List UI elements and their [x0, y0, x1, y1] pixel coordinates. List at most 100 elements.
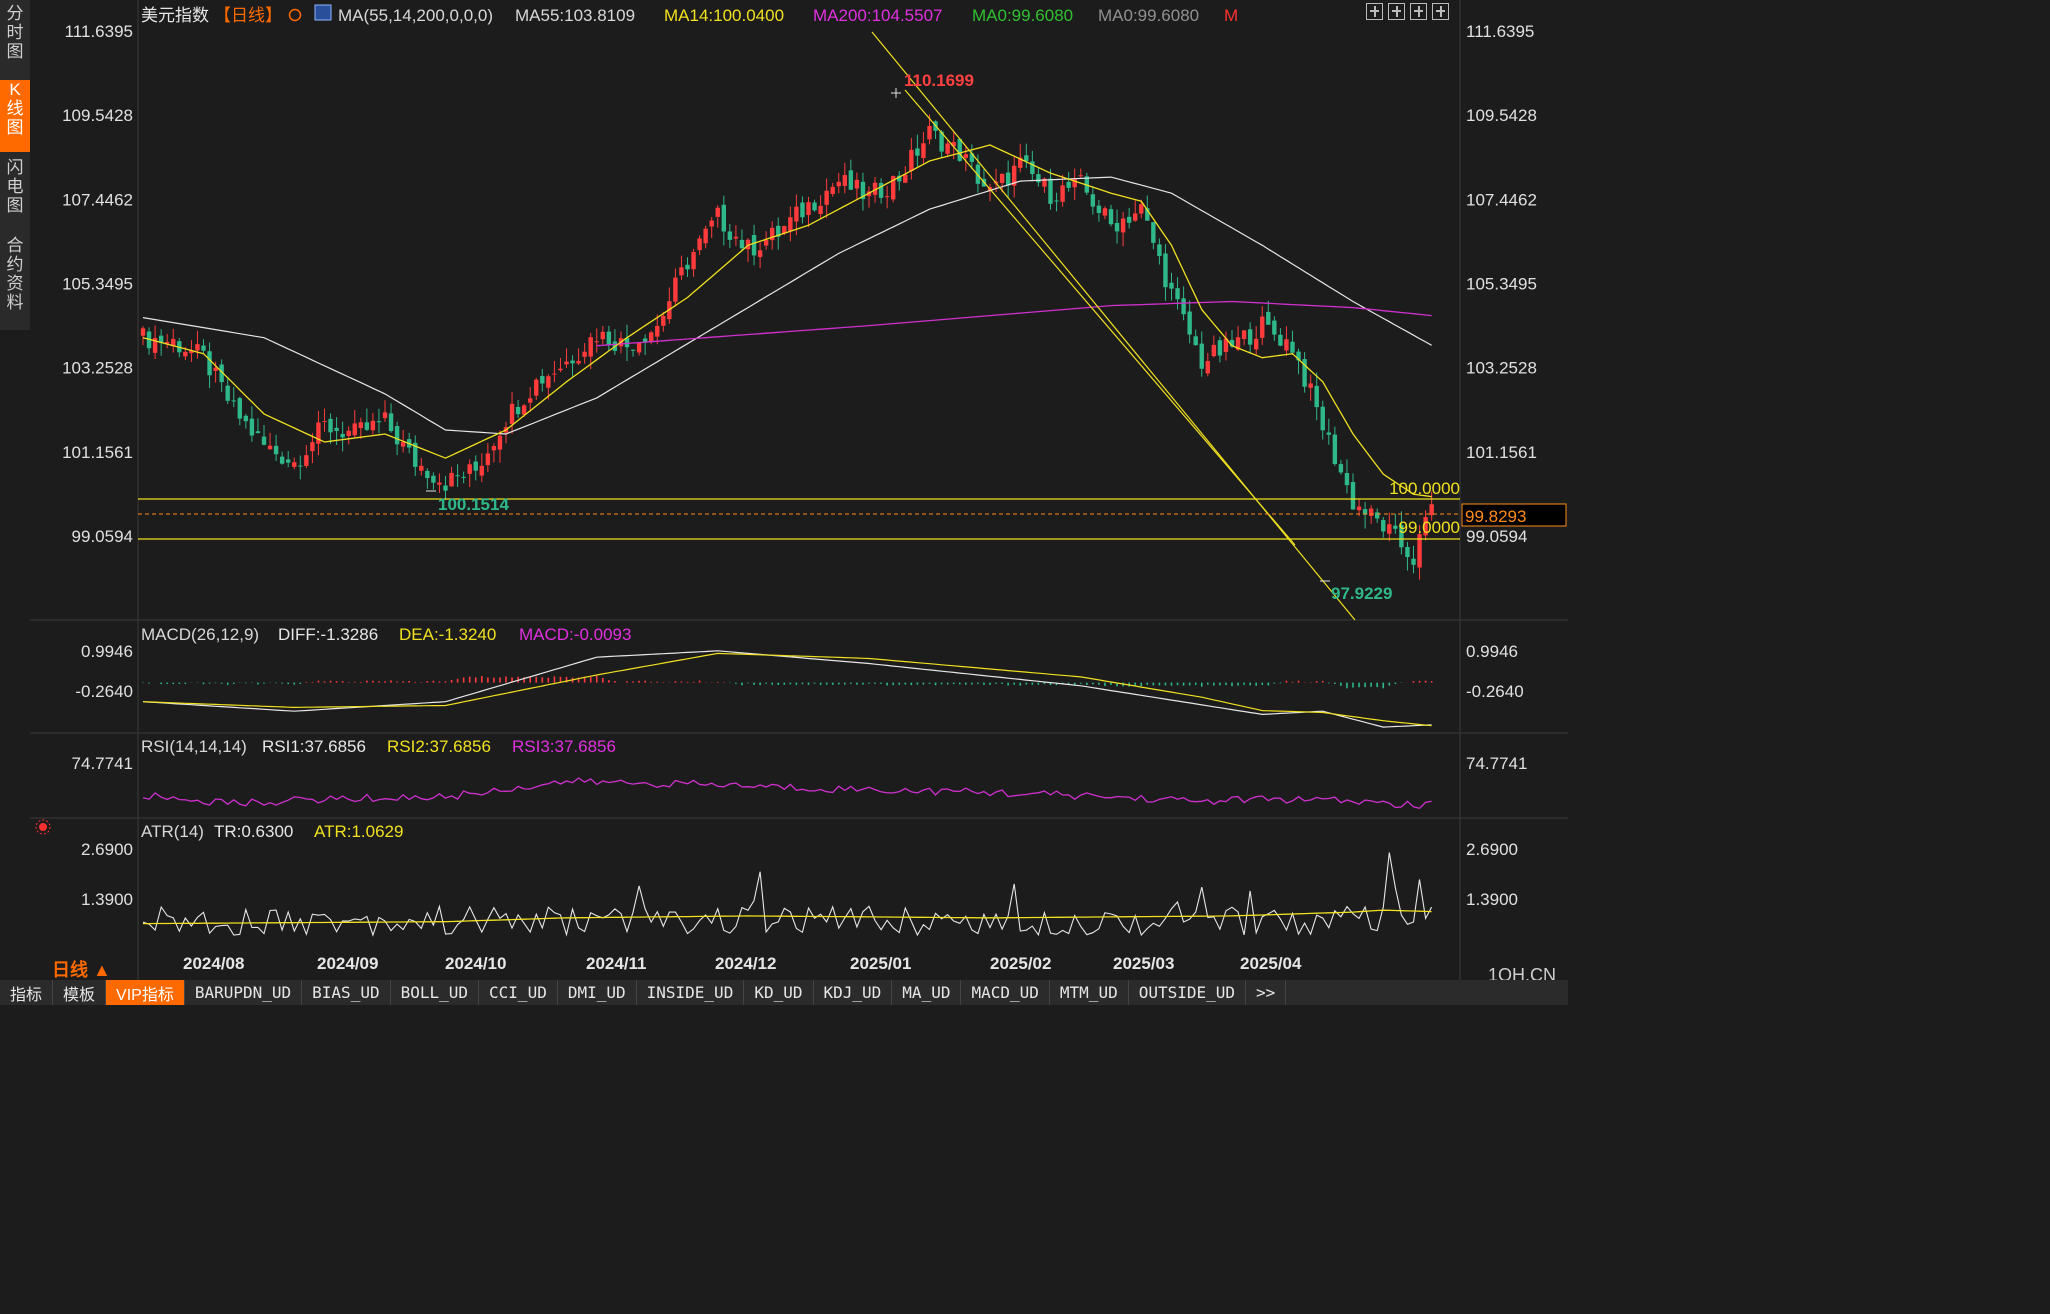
tab-kd-ud[interactable]: KD_UD [744, 980, 814, 1005]
candle [419, 458, 424, 476]
candle [757, 242, 763, 269]
candle [1368, 505, 1374, 524]
candle [534, 377, 539, 400]
tab-inside-ud[interactable]: INSIDE_UD [637, 980, 745, 1005]
candle [328, 413, 333, 444]
settings-icon[interactable] [1432, 3, 1449, 20]
candle [667, 287, 672, 324]
macd-axis: 0.9946 0.9946 -0.2640 -0.2640 [75, 642, 1523, 701]
candle [255, 418, 261, 434]
tab-macd-ud[interactable]: MACD_UD [961, 980, 1050, 1005]
macd-plot [142, 650, 1433, 728]
candle [1060, 174, 1065, 207]
period-tag[interactable]: 【日线】 [214, 6, 282, 25]
candle [515, 399, 521, 419]
candle [806, 196, 811, 228]
candle [413, 435, 418, 476]
candle [630, 349, 636, 357]
left-view-switcher: 分时图 K线图 闪电图 合约资料 [0, 0, 30, 330]
ma200-value: MA200:104.5507 [813, 6, 943, 25]
tab-kline-chart[interactable]: K线图 [0, 80, 30, 152]
candle [503, 421, 509, 444]
candle [1145, 195, 1150, 221]
candle [661, 311, 666, 332]
tab-intraday-label: 分时图 [6, 4, 24, 61]
tab-boll-ud[interactable]: BOLL_UD [391, 980, 480, 1005]
candle [243, 413, 249, 429]
candle [207, 342, 212, 389]
candle [497, 430, 503, 463]
candle [691, 248, 696, 277]
tab-intraday-chart[interactable]: 分时图 [0, 4, 30, 76]
tab-more-button[interactable]: >> [1246, 980, 1287, 1005]
candle [969, 144, 975, 170]
period-selector[interactable]: 日线 ▲ [52, 960, 111, 980]
price-tick-left: 99.0594 [72, 527, 133, 546]
ma-params: MA(55,14,200,0,0,0) [338, 6, 493, 25]
time-axis-label: 2025/03 [1113, 954, 1174, 973]
expand-icon[interactable] [1410, 3, 1427, 20]
candle [316, 410, 321, 456]
candle [171, 328, 176, 353]
tab-vip-indicators[interactable]: VIP指标 [106, 980, 185, 1005]
candle [588, 332, 593, 370]
tab-cci-ud[interactable]: CCI_UD [479, 980, 558, 1005]
macd-diff-line [142, 650, 1432, 728]
candle [854, 172, 860, 201]
indicator-tab-bar: 指标 模板 VIP指标 BARUPDN_UD BIAS_UD BOLL_UD C… [0, 980, 1568, 1005]
candle [479, 453, 484, 483]
candle [449, 466, 454, 487]
candle [195, 330, 200, 359]
price-tick-left: 105.3495 [62, 274, 133, 293]
candle [721, 195, 726, 246]
candle [1278, 328, 1283, 347]
candle [1344, 459, 1350, 494]
candle [776, 217, 781, 250]
tab-outside-ud[interactable]: OUTSIDE_UD [1129, 980, 1247, 1005]
tab-ma-ud[interactable]: MA_UD [892, 980, 962, 1005]
instrument-name: 美元指数 [141, 6, 209, 25]
atr-value-label: ATR:1.0629 [314, 822, 403, 841]
candle [1012, 155, 1017, 198]
candle [1393, 513, 1398, 534]
candle [751, 224, 757, 266]
indicator-chart-icon[interactable] [314, 4, 332, 21]
macd-value-label: MACD:-0.0093 [519, 625, 631, 644]
candle [491, 443, 497, 463]
candle [231, 387, 236, 408]
candle [763, 231, 769, 250]
ma200-line [596, 300, 1432, 347]
candle [1314, 372, 1319, 421]
add-indicator-icon[interactable] [288, 8, 302, 22]
tab-templates[interactable]: 模板 [53, 980, 107, 1005]
ma14-value: MA14:100.0400 [664, 6, 784, 25]
high-annotation: 110.1699 [904, 71, 974, 90]
tab-bias-ud[interactable]: BIAS_UD [302, 980, 391, 1005]
tab-mtm-ud[interactable]: MTM_UD [1050, 980, 1129, 1005]
candle [1254, 326, 1259, 355]
ma0-value-2: MA0:99.6080 [1098, 6, 1199, 25]
price-axis-left: 111.6395 109.5428 107.4462 105.3495 103.2528… [62, 22, 133, 546]
tab-dmi-ud[interactable]: DMI_UD [558, 980, 637, 1005]
tab-barupdn-ud[interactable]: BARUPDN_UD [185, 980, 303, 1005]
grid-icon[interactable] [1388, 3, 1405, 20]
kline-chart[interactable]: 美元指数 【日线】 MA(55,14,200,0,0,0) MA55:103.8… [0, 0, 1568, 980]
trend-line-resistance[interactable] [871, 31, 1356, 621]
candle [1411, 545, 1416, 574]
tab-flash-chart[interactable]: 闪电图 [0, 158, 30, 230]
candle [237, 396, 242, 426]
trend-line-support[interactable] [904, 89, 1296, 546]
price-tick-right: 111.6395 [1466, 22, 1534, 41]
candle [1308, 374, 1313, 401]
candle [800, 196, 805, 224]
candle [703, 225, 708, 249]
candle [165, 333, 170, 349]
candle [1090, 186, 1096, 215]
tab-contract-info[interactable]: 合约资料 [0, 236, 30, 326]
layout-icon[interactable] [1366, 3, 1383, 20]
candle [606, 325, 612, 351]
indicator-settings-icon[interactable] [35, 819, 51, 835]
tab-kdj-ud[interactable]: KDJ_UD [814, 980, 893, 1005]
time-axis-label: 2025/02 [990, 954, 1051, 973]
tab-indicators[interactable]: 指标 [0, 980, 54, 1005]
